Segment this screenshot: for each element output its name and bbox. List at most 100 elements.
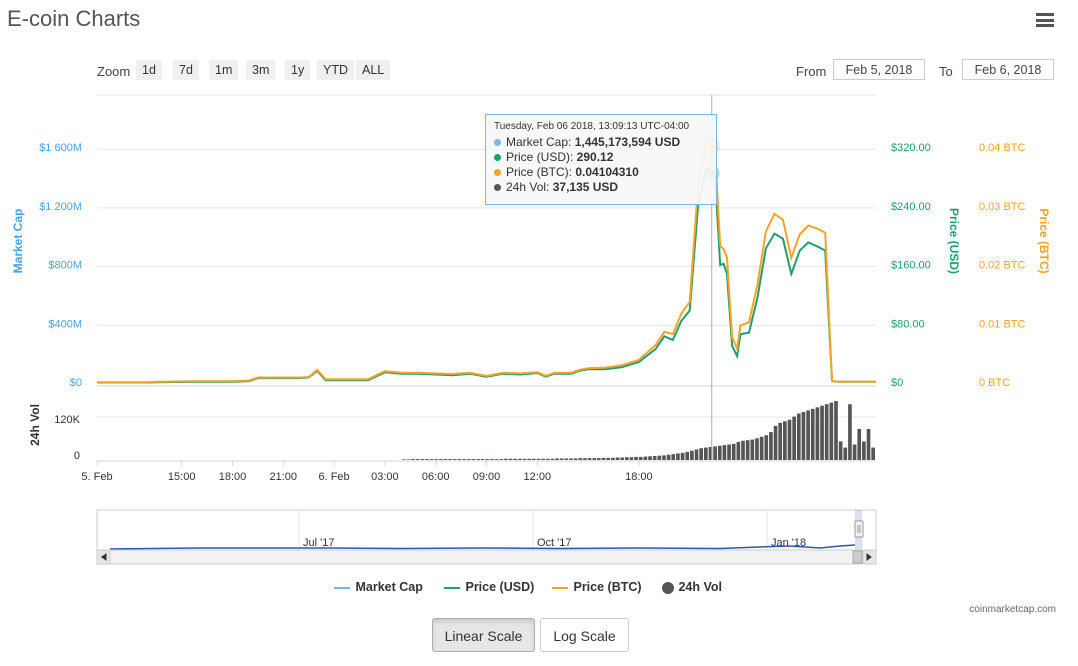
volume-bar xyxy=(694,449,699,460)
volume-bar xyxy=(796,413,801,460)
legend-item-market-cap[interactable]: Market Cap xyxy=(334,580,423,594)
volume-bar xyxy=(643,456,648,460)
volume-dot xyxy=(494,184,501,192)
zoom-1m-button[interactable]: 1m xyxy=(209,60,239,80)
credit-link[interactable]: coinmarketcap.com xyxy=(969,604,1056,615)
volume-bar xyxy=(555,458,559,460)
volume-bar xyxy=(513,458,518,460)
volume-bar xyxy=(727,444,731,460)
volume-bar xyxy=(773,425,778,460)
zoom-7d-button[interactable]: 7d xyxy=(173,60,199,80)
market-cap-tick-label: $0 xyxy=(70,377,82,389)
volume-bar xyxy=(778,422,783,460)
volume-bar xyxy=(462,459,466,460)
volume-bar xyxy=(536,458,541,460)
market-cap-tick-label: $800M xyxy=(48,260,82,272)
legend-item-price-usd[interactable]: Price (USD) xyxy=(444,580,535,594)
volume-bar xyxy=(750,439,755,460)
scrollbar-thumb[interactable] xyxy=(852,550,863,564)
volume-bar xyxy=(848,404,852,460)
volume-bar xyxy=(852,444,857,460)
volume-tick-label: 120K xyxy=(54,414,80,426)
x-tick-label: 18:00 xyxy=(219,471,247,483)
volume-bar xyxy=(550,458,555,460)
chart-tooltip: Tuesday, Feb 06 2018, 13:09:13 UTC-04:00… xyxy=(485,114,717,205)
tooltip-row-market-cap: Market Cap: 1,445,173,594 USD xyxy=(494,135,708,150)
volume-bar xyxy=(415,459,420,460)
volume-bar xyxy=(862,441,866,460)
volume-bar xyxy=(824,404,829,460)
volume-bar xyxy=(871,447,875,460)
volume-bar xyxy=(583,458,587,460)
volume-bar xyxy=(834,401,838,460)
volume-bar xyxy=(499,459,504,460)
volume-bar xyxy=(820,405,824,460)
navigator-tick-label: Oct '17 xyxy=(537,537,572,549)
volume-bar xyxy=(559,458,564,460)
x-tick-label: 6. Feb xyxy=(318,471,349,483)
tooltip-row-price-usd: Price (USD): 290.12 xyxy=(494,150,708,165)
volume-bar xyxy=(448,459,452,460)
navigator-handle[interactable] xyxy=(854,520,864,538)
volume-bar xyxy=(452,459,457,460)
volume-bar xyxy=(564,458,569,460)
volume-bar xyxy=(485,459,490,460)
volume-bar xyxy=(620,457,624,460)
price-btc-axis-title: Price (BTC) xyxy=(1037,208,1051,273)
page-title: E-coin Charts xyxy=(7,6,141,31)
price-usd-tick-label: $80.00 xyxy=(891,318,925,330)
volume-bars xyxy=(401,401,875,460)
zoom-1d-button[interactable]: 1d xyxy=(136,60,162,80)
volume-bar xyxy=(611,457,615,460)
volume-bar xyxy=(666,454,671,460)
zoom-all-button[interactable]: ALL xyxy=(356,60,391,80)
volume-bar xyxy=(425,459,429,460)
chart-grid xyxy=(97,94,876,462)
volume-bar xyxy=(504,458,508,460)
volume-bar xyxy=(429,459,434,460)
tooltip-header: Tuesday, Feb 06 2018, 13:09:13 UTC-04:00 xyxy=(494,121,690,132)
volume-bar xyxy=(704,447,708,460)
log-scale-button[interactable]: Log Scale xyxy=(540,618,629,652)
price-chart[interactable]: $0 $400M $800M $1 200M $1 600M $0 $80.00 $160.… xyxy=(0,0,1078,575)
volume-bar xyxy=(685,451,690,460)
volume-bar xyxy=(587,458,592,460)
from-date-input[interactable] xyxy=(833,59,925,80)
volume-bar xyxy=(671,454,676,460)
volume-bar xyxy=(629,457,634,460)
zoom-1y-button[interactable]: 1y xyxy=(285,60,311,80)
volume-bar xyxy=(411,459,415,460)
volume-bar xyxy=(736,442,741,460)
price-btc-dot xyxy=(494,169,501,177)
volume-bar xyxy=(545,458,550,460)
volume-bar xyxy=(606,457,611,460)
volume-bar xyxy=(829,402,834,460)
volume-bar xyxy=(578,458,583,460)
volume-bar xyxy=(676,453,680,460)
linear-scale-button[interactable]: Linear Scale xyxy=(432,618,535,652)
zoom-ytd-button[interactable]: YTD xyxy=(317,60,354,80)
tooltip-row-price-btc: Price (BTC): 0.04104310 xyxy=(494,165,708,180)
legend-item-volume[interactable]: 24h Vol xyxy=(661,580,722,595)
volume-bar xyxy=(708,446,713,460)
volume-bar xyxy=(420,459,425,460)
zoom-3m-button[interactable]: 3m xyxy=(246,60,276,80)
volume-bar xyxy=(592,458,597,460)
price-btc-axis: 0 BTC 0.01 BTC 0.02 BTC 0.03 BTC 0.04 BTC xyxy=(979,142,1026,389)
volume-bar xyxy=(810,408,815,460)
price-btc-tick-label: 0.04 BTC xyxy=(979,142,1026,154)
x-tick-label: 18:00 xyxy=(625,471,653,483)
volume-bar xyxy=(755,438,759,460)
time-axis: 5. Feb 15:00 18:00 21:00 6. Feb 03:00 06:00 09:… xyxy=(81,461,653,483)
to-label: To xyxy=(939,64,953,79)
price-btc-tick-label: 0.03 BTC xyxy=(979,201,1026,213)
price-usd-dot xyxy=(494,154,501,162)
to-date-input[interactable] xyxy=(962,59,1054,80)
x-tick-label: 09:00 xyxy=(473,471,501,483)
hamburger-menu-icon[interactable] xyxy=(1036,13,1054,27)
volume-bar xyxy=(764,435,769,460)
volume-bar xyxy=(406,459,411,460)
legend-item-price-btc[interactable]: Price (BTC) xyxy=(552,580,642,594)
volume-bar xyxy=(518,458,522,460)
volume-bar xyxy=(527,458,531,460)
